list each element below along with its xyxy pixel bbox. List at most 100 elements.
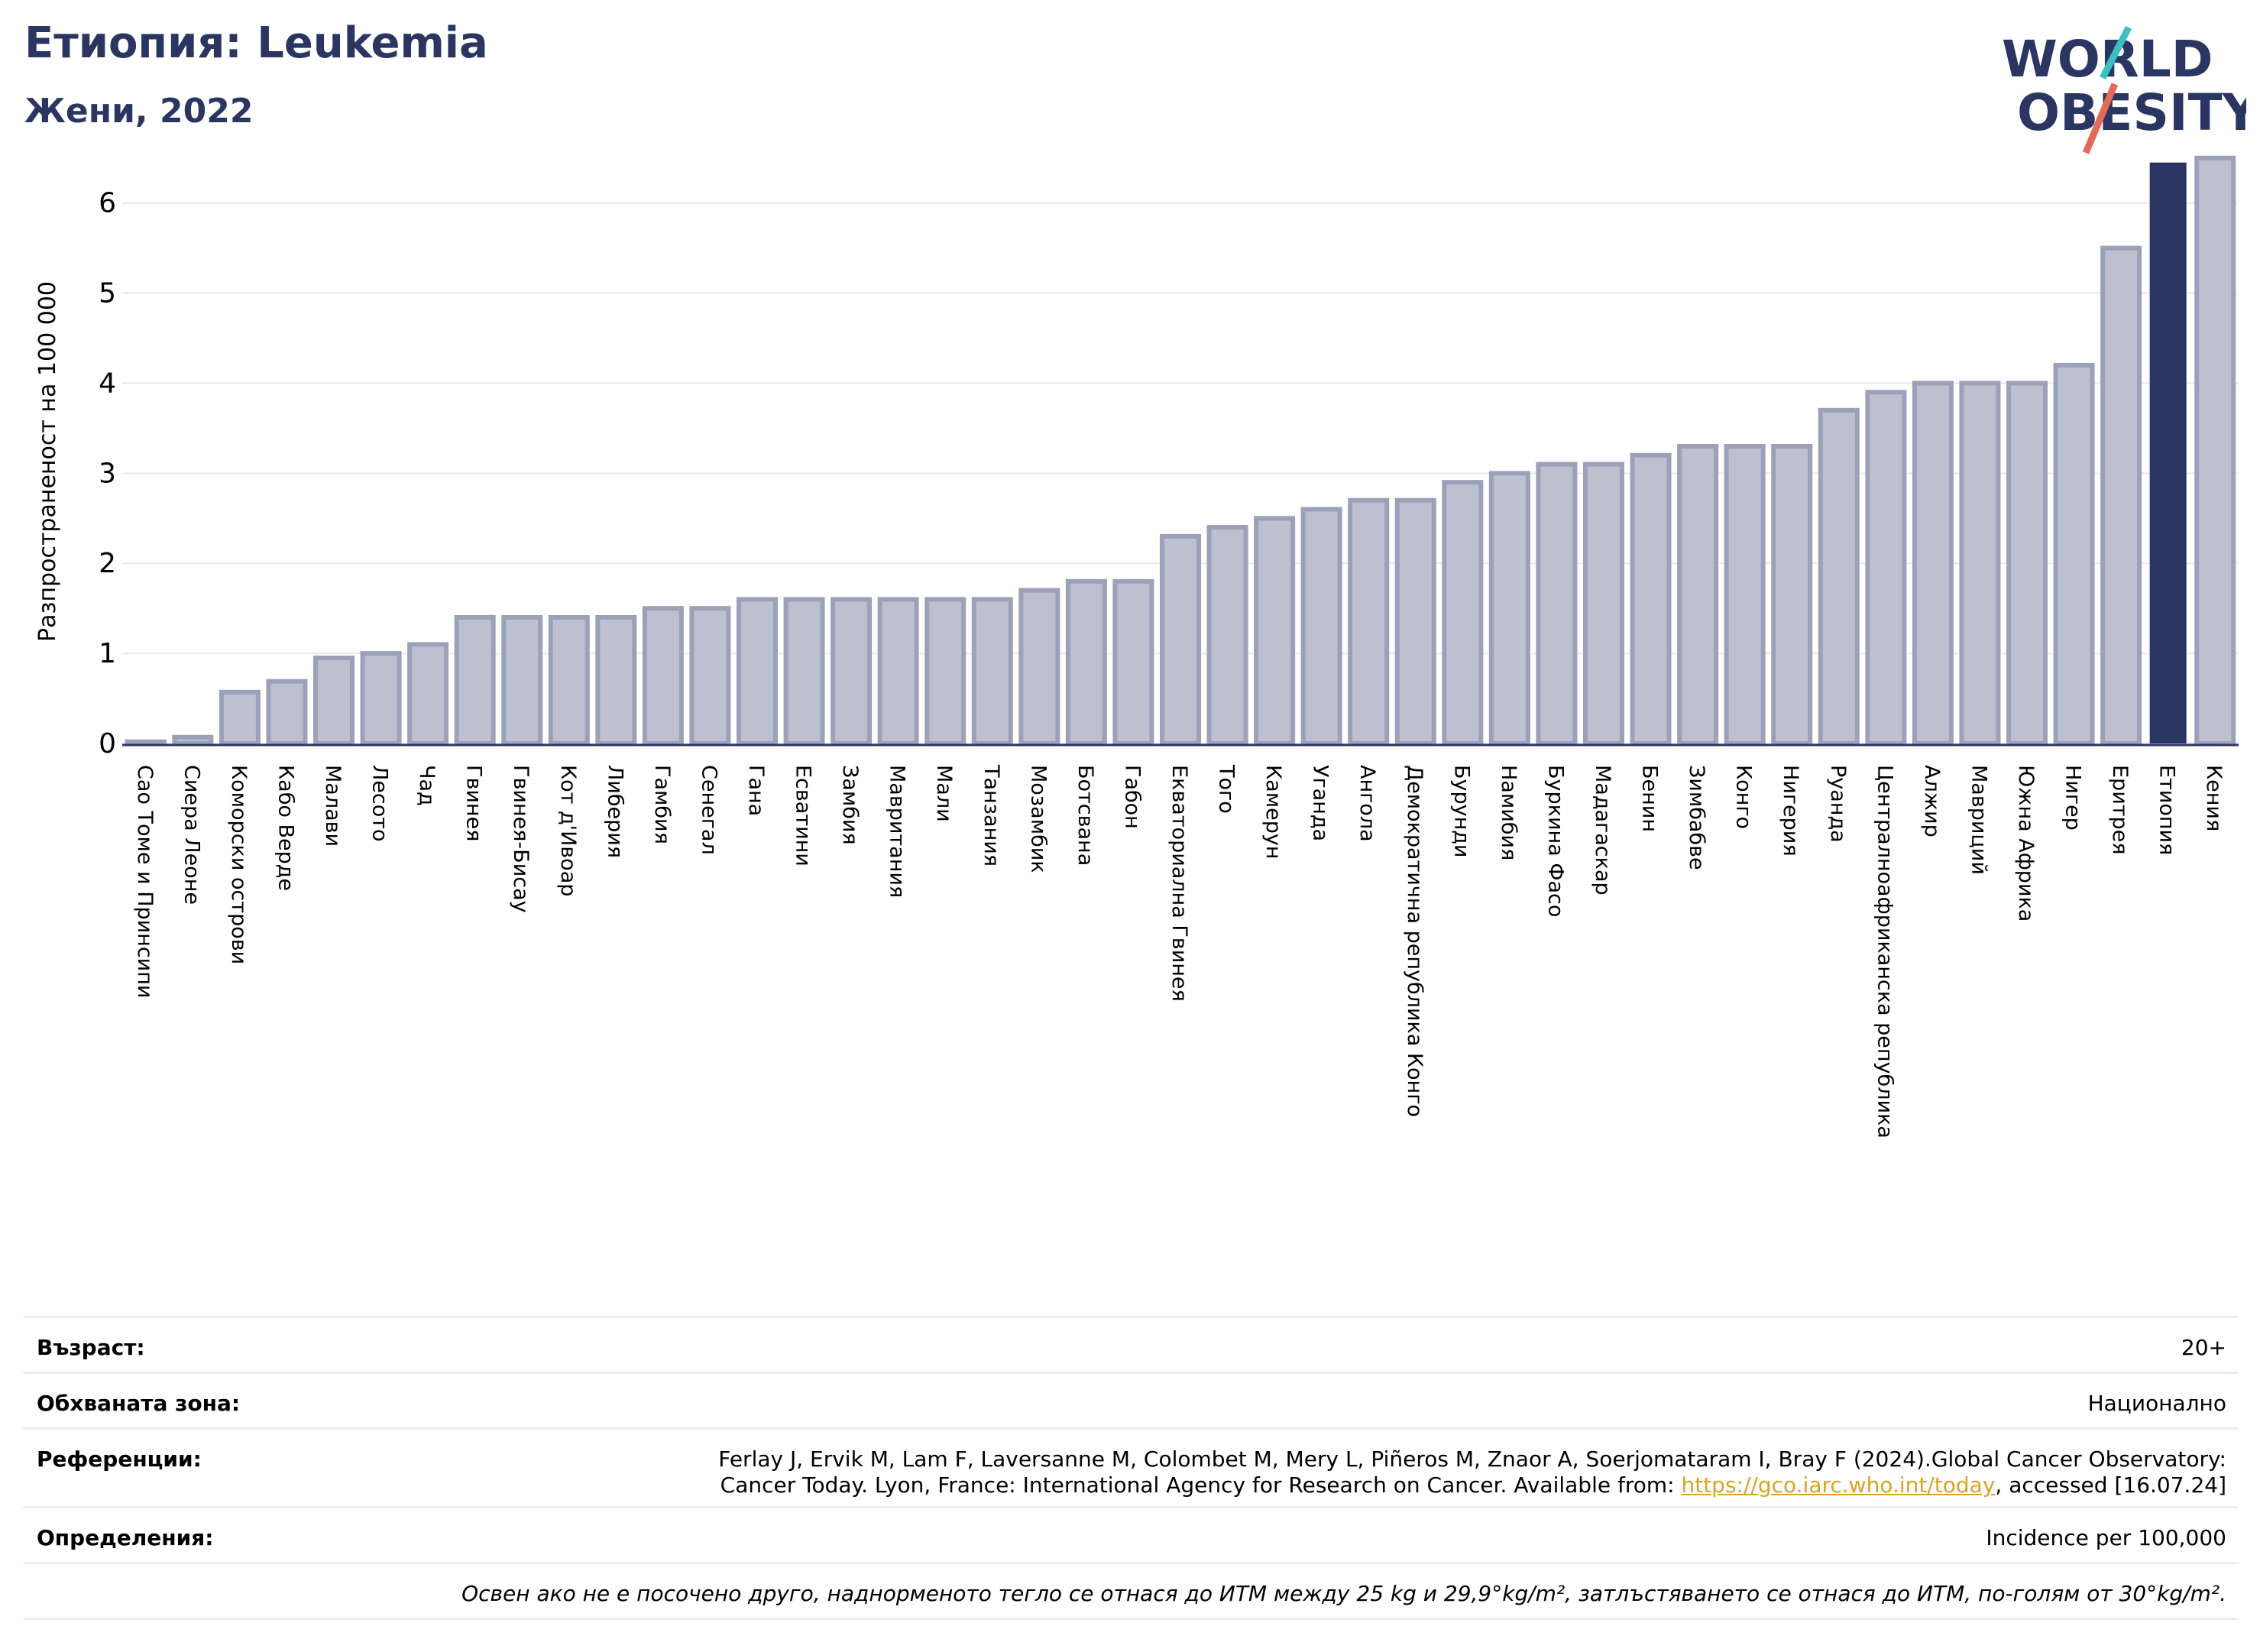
bar <box>1442 480 1484 746</box>
info-table: Възраст: 20+ Обхваната зона: Национално … <box>23 1316 2239 1620</box>
bar <box>1488 471 1530 746</box>
bar-highlighted <box>2149 162 2187 743</box>
y-tick-label: 2 <box>99 548 116 579</box>
bar <box>1959 381 2001 746</box>
x-tick-label: Габон <box>1120 765 1144 829</box>
bar <box>831 597 873 746</box>
bar <box>2100 245 2142 746</box>
references-link[interactable]: https://gco.iarc.who.int/today <box>1681 1472 1996 1498</box>
x-tick-label: Етиопия <box>2155 765 2179 855</box>
bar <box>924 597 966 746</box>
bar <box>548 614 590 747</box>
bar <box>877 597 919 746</box>
bar <box>125 739 167 746</box>
x-tick-label: Малави <box>321 765 345 847</box>
x-tick-label: Кабо Верде <box>274 765 297 891</box>
bar <box>219 689 261 746</box>
bar <box>1065 578 1107 746</box>
x-tick-label: Нигерия <box>1779 765 1802 857</box>
bar <box>689 606 731 746</box>
x-tick-label: Южна Африка <box>2014 765 2038 922</box>
bar <box>172 734 214 746</box>
x-tick-label: Лесото <box>368 765 392 842</box>
x-tick-label: Алжир <box>1920 765 1944 837</box>
y-tick-label: 1 <box>99 638 116 669</box>
y-tick-label: 5 <box>99 278 116 309</box>
x-tick-label: Коморски острови <box>227 765 251 964</box>
bar <box>1159 533 1202 746</box>
logo-slash-teal <box>2099 25 2132 80</box>
bar <box>1865 390 1907 746</box>
page-subtitle: Жени, 2022 <box>24 92 254 131</box>
x-tick-label: Сиера Леоне <box>180 765 203 905</box>
bar <box>1536 462 1578 746</box>
age-value: 20+ <box>2181 1335 2226 1360</box>
bar <box>2194 155 2236 746</box>
info-row-age: Възраст: 20+ <box>23 1316 2239 1372</box>
coverage-value: Национално <box>2087 1391 2226 1416</box>
logo-text-world: WORLD <box>2002 30 2213 89</box>
references-label: Референции: <box>37 1446 202 1472</box>
bar <box>360 651 402 746</box>
y-axis-label: Разпространеност на 100 000 <box>34 281 61 642</box>
bar <box>736 597 779 746</box>
bar <box>1300 507 1342 746</box>
coverage-label: Обхваната зона: <box>37 1391 241 1416</box>
x-tick-label: Руанда <box>1826 765 1850 843</box>
bar <box>407 642 449 746</box>
x-tick-label: Демократична република Конго <box>1403 765 1426 1117</box>
x-tick-label: Камерун <box>1261 765 1285 859</box>
y-tick-label: 3 <box>99 458 116 489</box>
bar <box>1582 462 1625 746</box>
references-line1: Ferlay J, Ervik M, Lam F, Laversanne M, … <box>718 1446 2226 1472</box>
bar <box>1348 497 1390 747</box>
x-tick-label: Мозамбик <box>1026 765 1050 873</box>
info-row-coverage: Обхваната зона: Национално <box>23 1372 2239 1427</box>
x-tick-label: Конго <box>1732 765 1756 829</box>
bar <box>1630 452 1672 747</box>
x-tick-label: Чад <box>415 765 439 806</box>
x-tick-label: Мавритания <box>886 765 909 898</box>
bar <box>1254 516 1296 746</box>
info-row-note: Освен ако не е посочено друго, наднормен… <box>23 1562 2239 1620</box>
x-tick-label: Екваториална Гвинея <box>1167 765 1191 1002</box>
bar <box>1018 588 1060 747</box>
x-tick-label: Зимбабве <box>1685 765 1708 870</box>
x-tick-label: Намибия <box>1497 765 1520 860</box>
x-tick-label: Мавриций <box>1967 765 1990 875</box>
y-tick-label: 6 <box>99 188 116 219</box>
bar <box>1677 444 1719 746</box>
bar <box>1912 381 1954 746</box>
info-row-references: Референции: Ferlay J, Ervik M, Lam F, La… <box>23 1427 2239 1506</box>
bar <box>2006 381 2048 746</box>
y-ticks: 0 1 2 3 4 5 6 <box>99 188 116 760</box>
bar <box>642 606 684 746</box>
x-tick-label: Буркина Фасо <box>1543 765 1567 917</box>
x-tick-label: Централноафриканска република <box>1873 765 1896 1139</box>
y-tick-label: 4 <box>99 368 116 399</box>
bar <box>501 614 543 747</box>
x-tick-label: Бенин <box>1638 765 1662 832</box>
bar <box>312 656 355 746</box>
x-tick-label: Уганда <box>1309 765 1332 841</box>
bar <box>971 597 1013 746</box>
definitions-value: Incidence per 100,000 <box>1986 1525 2226 1550</box>
logo-text-obesity: OBESITY <box>2017 83 2246 142</box>
bar <box>783 597 825 746</box>
x-tick-label: Мали <box>932 765 956 822</box>
x-tick-label: Гамбия <box>650 765 674 844</box>
x-tick-label: Бурунди <box>1449 765 1473 858</box>
x-tick-label: Ангола <box>1355 765 1379 842</box>
bar-chart: 0 1 2 3 4 5 6 Сао Томе и Принсипи Сиера Леоне Ко… <box>34 155 2239 1139</box>
references-value: Ferlay J, Ervik M, Lam F, Laversanne M, … <box>469 1446 2226 1498</box>
x-tick-label: Сао Томе и Принсипи <box>133 765 157 998</box>
bar <box>454 614 496 747</box>
references-line2-post: , accessed [16.07.24] <box>1995 1472 2226 1498</box>
x-tick-label: Гвинея <box>462 765 486 841</box>
x-tick-label: Гана <box>744 765 768 816</box>
x-tick-label: Либерия <box>603 765 627 858</box>
bar <box>1818 407 1860 747</box>
bars <box>125 155 2236 747</box>
x-tick-label: Ботсвана <box>1073 765 1097 866</box>
x-tick-label: Есватини <box>792 765 815 866</box>
